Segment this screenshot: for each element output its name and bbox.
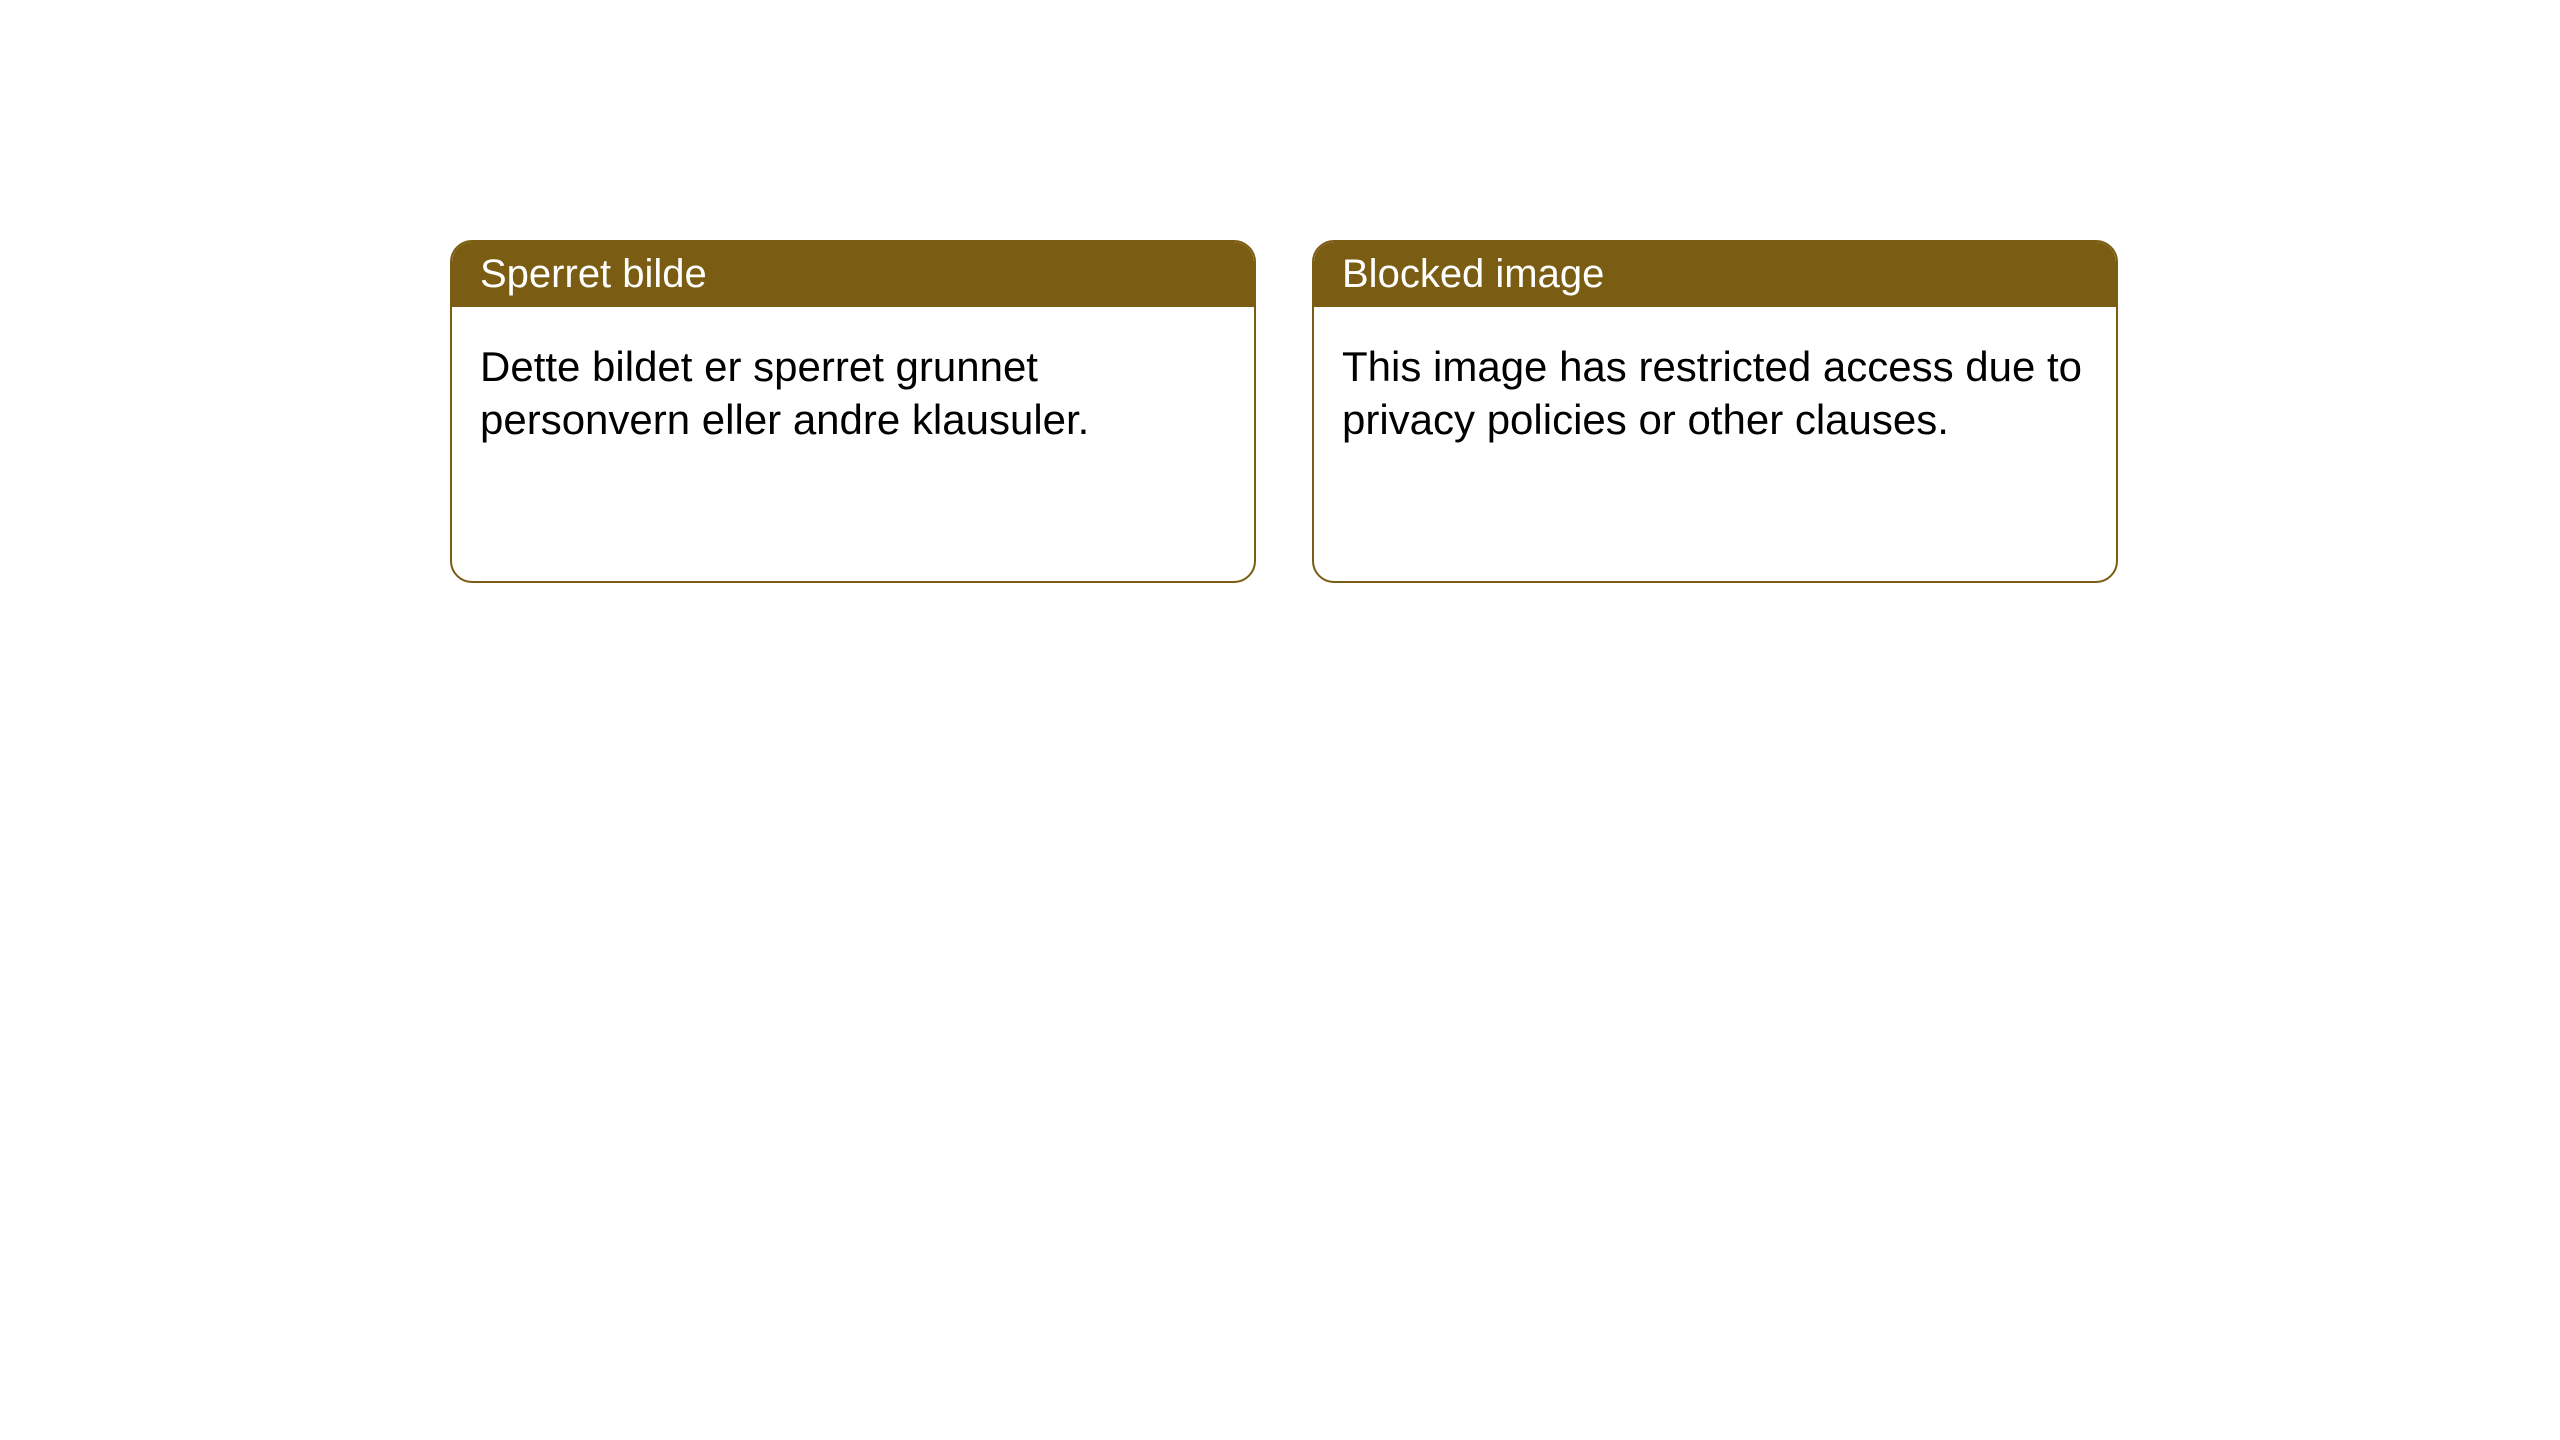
notice-card-norwegian: Sperret bilde Dette bildet er sperret gr… <box>450 240 1256 583</box>
card-message: Dette bildet er sperret grunnet personve… <box>480 343 1089 443</box>
card-message: This image has restricted access due to … <box>1342 343 2082 443</box>
card-header: Sperret bilde <box>452 242 1254 307</box>
notice-cards-container: Sperret bilde Dette bildet er sperret gr… <box>450 240 2118 583</box>
notice-card-english: Blocked image This image has restricted … <box>1312 240 2118 583</box>
card-body: This image has restricted access due to … <box>1314 307 2116 581</box>
card-body: Dette bildet er sperret grunnet personve… <box>452 307 1254 581</box>
card-title: Sperret bilde <box>480 252 707 296</box>
card-title: Blocked image <box>1342 252 1604 296</box>
card-header: Blocked image <box>1314 242 2116 307</box>
